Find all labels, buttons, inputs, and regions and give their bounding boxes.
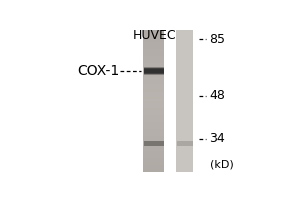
Bar	[176, 30, 193, 172]
Bar	[144, 67, 164, 69]
Bar	[143, 37, 164, 40]
Text: 34: 34	[210, 132, 225, 145]
Bar	[143, 91, 164, 94]
Bar	[143, 131, 164, 134]
Bar	[143, 148, 164, 151]
Bar	[143, 124, 164, 127]
Text: COX-1: COX-1	[77, 64, 119, 78]
Bar	[143, 160, 164, 162]
Bar	[143, 143, 164, 146]
Bar	[143, 164, 164, 167]
Bar	[143, 169, 164, 172]
Bar	[143, 157, 164, 160]
Text: (kD): (kD)	[210, 159, 233, 169]
Text: 48: 48	[210, 89, 225, 102]
Bar	[143, 96, 164, 99]
Bar	[143, 101, 164, 103]
Bar	[143, 53, 164, 56]
Bar	[143, 51, 164, 54]
Bar	[143, 136, 164, 139]
Bar	[143, 162, 164, 165]
Bar	[143, 65, 164, 68]
Bar	[143, 39, 164, 42]
Bar	[143, 141, 164, 144]
Bar	[143, 103, 164, 106]
Bar	[143, 105, 164, 108]
Bar	[143, 153, 164, 155]
Bar	[144, 68, 164, 74]
Bar	[143, 32, 164, 35]
Bar	[143, 46, 164, 49]
Bar	[143, 127, 164, 129]
Bar	[143, 150, 164, 153]
Bar	[143, 117, 164, 120]
Bar	[143, 56, 164, 58]
Bar	[143, 112, 164, 115]
Bar	[143, 87, 164, 89]
Bar	[143, 75, 164, 77]
Bar	[143, 82, 164, 84]
Bar	[144, 73, 164, 75]
Bar	[176, 141, 193, 146]
Bar	[143, 58, 164, 61]
Bar	[143, 134, 164, 136]
Bar	[143, 146, 164, 148]
Bar	[143, 94, 164, 96]
Bar	[143, 77, 164, 80]
Bar	[143, 30, 164, 172]
Bar	[143, 35, 164, 37]
Bar	[143, 61, 164, 63]
Bar	[143, 68, 164, 70]
Bar	[143, 110, 164, 113]
Bar	[143, 167, 164, 169]
Bar	[143, 129, 164, 132]
Bar	[143, 30, 164, 33]
Bar	[143, 49, 164, 51]
Text: 85: 85	[210, 33, 226, 46]
Bar	[143, 84, 164, 87]
Bar	[143, 138, 164, 141]
Bar	[143, 89, 164, 92]
Bar	[143, 120, 164, 122]
Bar	[143, 108, 164, 110]
Bar	[143, 63, 164, 66]
Bar	[143, 42, 164, 44]
Bar	[143, 72, 164, 75]
Bar	[143, 122, 164, 125]
Bar	[143, 115, 164, 118]
Bar	[143, 70, 164, 73]
Bar	[143, 98, 164, 101]
Bar	[143, 155, 164, 158]
Text: HUVEC: HUVEC	[133, 29, 177, 42]
Bar	[143, 44, 164, 47]
Bar	[143, 79, 164, 82]
Bar	[144, 141, 164, 146]
